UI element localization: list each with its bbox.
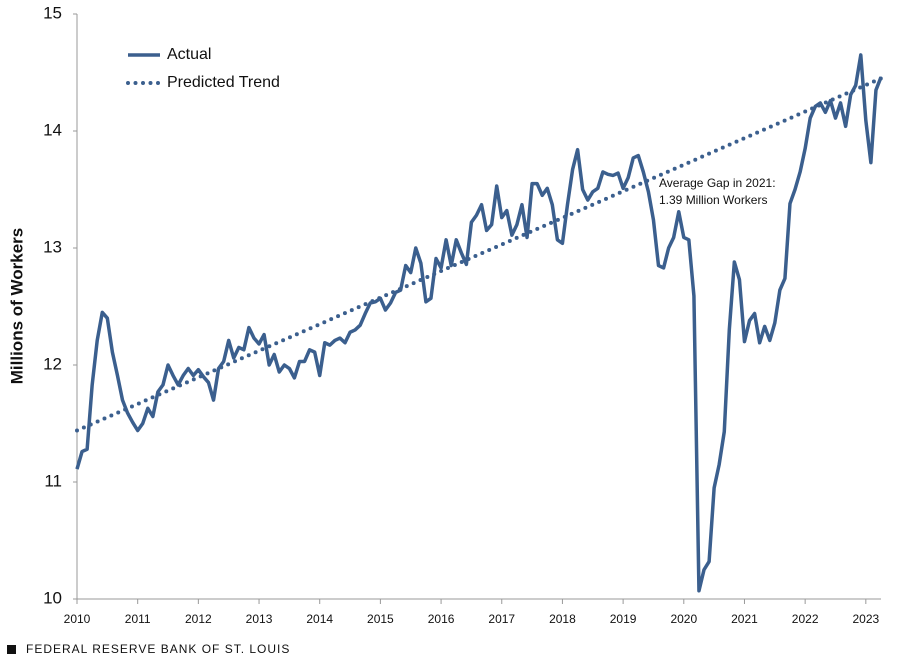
annotation: Average Gap in 2021: xyxy=(659,176,776,190)
x-tick-label: 2021 xyxy=(731,612,758,626)
annotation: 1.39 Million Workers xyxy=(659,193,767,207)
x-tick-label: 2020 xyxy=(670,612,697,626)
y-tick-label: 15 xyxy=(43,3,62,22)
source: FEDERAL RESERVE BANK OF ST. LOUIS xyxy=(26,642,290,656)
x-tick-label: 2023 xyxy=(852,612,879,626)
logo-square xyxy=(7,645,16,654)
legend-label: Predicted Trend xyxy=(167,74,280,91)
x-tick-label: 2012 xyxy=(185,612,212,626)
x-tick-label: 2018 xyxy=(549,612,576,626)
x-tick-label: 2016 xyxy=(428,612,455,626)
x-tick-label: 2010 xyxy=(64,612,91,626)
x-tick-label: 2017 xyxy=(488,612,515,626)
y-tick-label: 12 xyxy=(43,354,62,373)
y-tick-label: 10 xyxy=(43,588,62,607)
x-tick-label: 2014 xyxy=(306,612,333,626)
series-line xyxy=(75,53,883,593)
x-tick-label: 2015 xyxy=(367,612,394,626)
x-tick-label: 2011 xyxy=(125,612,151,626)
y-tick-label: 11 xyxy=(44,471,62,490)
y-tick-label: 14 xyxy=(43,120,62,139)
y-tick-label: 13 xyxy=(43,237,62,256)
y-axis-label: Millions of Workers xyxy=(7,228,26,385)
legend-label: Actual xyxy=(167,46,211,63)
x-tick-label: 2019 xyxy=(610,612,637,626)
series-line xyxy=(75,76,883,433)
x-tick-label: 2013 xyxy=(246,612,273,626)
x-tick-label: 2022 xyxy=(792,612,819,626)
